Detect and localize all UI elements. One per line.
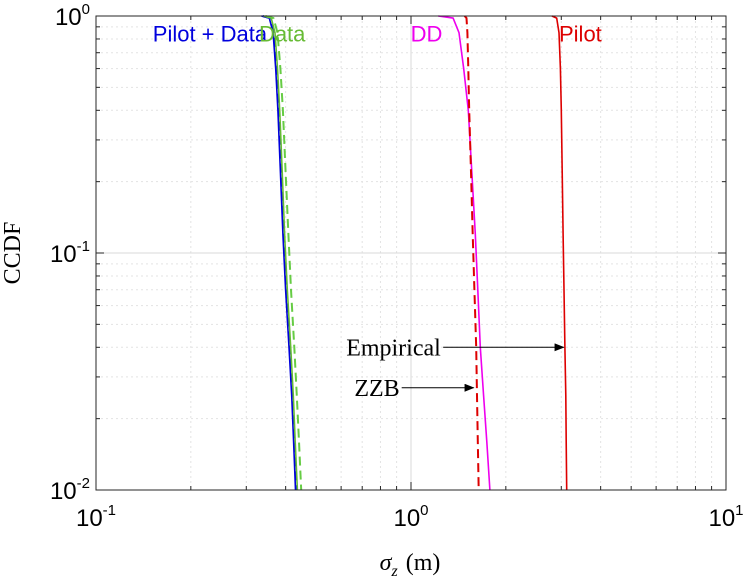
x-tick-exponent: -1 [103, 502, 116, 519]
annotation-empirical: Empirical [346, 335, 441, 361]
y-tick-exponent: 0 [82, 1, 90, 18]
series-label-data: Data [259, 22, 306, 47]
series-line-pilot-data-zzb [262, 15, 298, 491]
series-lines [261, 15, 568, 491]
x-axis-label: σz (m) [380, 550, 441, 578]
series-line-data [263, 15, 299, 491]
annotation-zzb: ZZB [354, 376, 399, 402]
y-tick-exponent: -1 [77, 238, 90, 255]
series-line-pilot [551, 15, 568, 491]
x-tick-label: 101 [708, 502, 743, 532]
y-tick-label: 10-1 [50, 238, 90, 268]
x-tick-base: 10 [708, 505, 735, 532]
series-line-dd-zzb [463, 15, 480, 491]
series-line-dd [438, 15, 491, 491]
series-label-dd: DD [411, 22, 443, 47]
series-label-pilot-data: Pilot + Data [153, 22, 268, 47]
y-tick-base: 10 [50, 478, 77, 505]
x-tick-exponent: 0 [420, 502, 428, 519]
x-tick-label: 10-1 [76, 502, 116, 532]
y-tick-label: 100 [55, 1, 90, 31]
x-tick-label: 100 [393, 502, 428, 532]
annotations: Empirical ZZB [346, 335, 565, 402]
y-axis-label: CCDF [0, 222, 26, 285]
y-tick-base: 10 [55, 4, 82, 31]
grid-lines [96, 16, 726, 490]
x-axis-label-subscript: z [390, 563, 398, 578]
series-line-data-zzb [265, 15, 303, 491]
y-tick-label: 10-2 [50, 475, 90, 505]
x-tick-base: 10 [393, 505, 420, 532]
x-axis-label-symbol: σ [380, 550, 393, 576]
y-tick-base: 10 [50, 241, 77, 268]
x-axis-label-unit: (m) [406, 550, 441, 576]
series-label-pilot: Pilot [559, 22, 602, 47]
x-tick-exponent: 1 [735, 502, 743, 519]
y-tick-exponent: -2 [77, 475, 90, 492]
x-tick-base: 10 [76, 505, 103, 532]
